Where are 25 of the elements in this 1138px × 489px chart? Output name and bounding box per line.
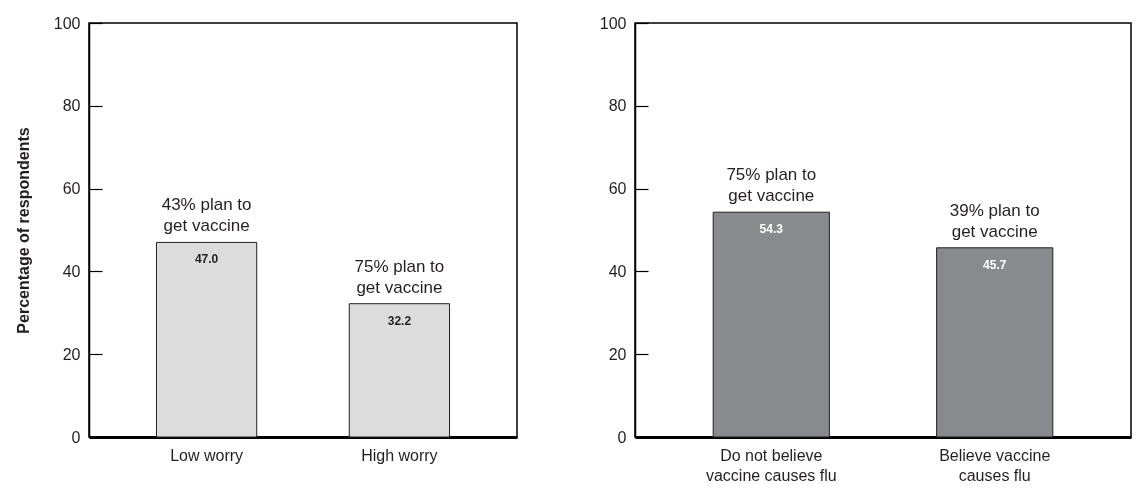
- data-label: 54.3: [759, 222, 784, 237]
- y-tick-label: 60: [62, 180, 81, 198]
- y-tick-label: 20: [608, 345, 627, 363]
- y-tick-label: 60: [608, 180, 627, 198]
- data-label: 47.0: [194, 252, 219, 267]
- y-tick-label: 80: [62, 97, 81, 115]
- x-tick-label: High worry: [361, 446, 438, 464]
- annotation: 75% plan to get vaccine: [726, 165, 817, 206]
- data-label: 32.2: [387, 313, 412, 328]
- y-tick-label: 40: [62, 262, 81, 280]
- y-tick-label: 0: [617, 428, 627, 446]
- annotation: 39% plan to get vaccine: [949, 200, 1040, 241]
- y-tick-label: 20: [62, 345, 81, 363]
- x-tick-label: Do not believe vaccine causes flu: [705, 446, 837, 484]
- x-tick-label: Believe vaccine causes flu: [939, 446, 1051, 484]
- y-axis-title: Percentage of respondents: [14, 127, 32, 334]
- data-label: 45.7: [983, 257, 1007, 272]
- y-tick-label: 80: [608, 97, 627, 115]
- x-tick-label: Low worry: [170, 446, 244, 464]
- y-tick-label: 100: [599, 14, 627, 32]
- y-tick-label: 40: [608, 262, 627, 280]
- annotation: 75% plan to get vaccine: [354, 256, 445, 297]
- y-tick-label: 0: [71, 428, 81, 446]
- annotation: 43% plan to get vaccine: [161, 195, 252, 236]
- y-tick-label: 100: [53, 14, 81, 32]
